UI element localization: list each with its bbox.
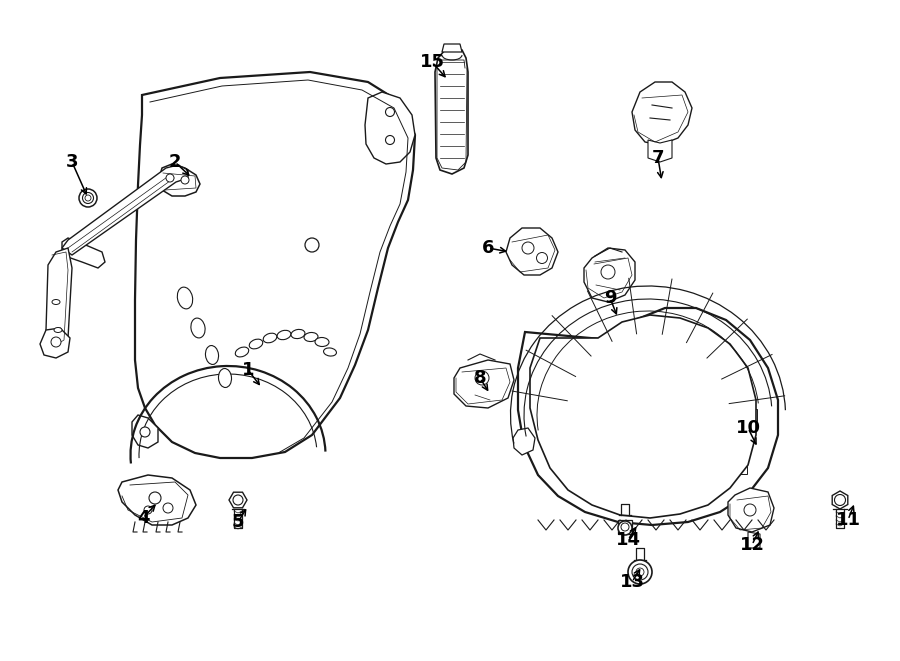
Polygon shape	[118, 475, 196, 525]
Polygon shape	[229, 492, 247, 508]
Text: 6: 6	[482, 239, 494, 257]
Polygon shape	[728, 488, 774, 532]
Ellipse shape	[277, 330, 291, 340]
Text: 14: 14	[616, 531, 641, 549]
Ellipse shape	[191, 318, 205, 338]
Circle shape	[144, 506, 152, 514]
Polygon shape	[158, 164, 200, 196]
Ellipse shape	[323, 348, 337, 356]
Ellipse shape	[263, 333, 277, 343]
Text: 12: 12	[740, 536, 764, 554]
Ellipse shape	[304, 332, 318, 342]
Circle shape	[140, 427, 150, 437]
Polygon shape	[743, 409, 757, 421]
Ellipse shape	[219, 369, 231, 387]
Circle shape	[834, 494, 845, 506]
Polygon shape	[584, 248, 635, 302]
Ellipse shape	[291, 329, 305, 338]
Polygon shape	[748, 532, 760, 548]
Polygon shape	[40, 328, 70, 358]
Polygon shape	[536, 404, 554, 420]
Polygon shape	[62, 238, 105, 268]
Text: 4: 4	[137, 509, 149, 527]
Ellipse shape	[52, 299, 60, 305]
Circle shape	[85, 195, 91, 201]
Polygon shape	[135, 72, 415, 458]
Polygon shape	[365, 92, 415, 164]
Circle shape	[83, 192, 94, 204]
Ellipse shape	[235, 347, 248, 357]
Text: 15: 15	[419, 53, 445, 71]
Polygon shape	[46, 248, 72, 348]
Circle shape	[385, 108, 394, 116]
Polygon shape	[442, 44, 462, 52]
Circle shape	[163, 503, 173, 513]
Polygon shape	[618, 520, 632, 534]
Text: 7: 7	[652, 149, 664, 167]
Circle shape	[79, 189, 97, 207]
Polygon shape	[506, 228, 558, 275]
Polygon shape	[533, 370, 551, 386]
Circle shape	[181, 176, 189, 184]
Polygon shape	[518, 308, 778, 525]
Circle shape	[601, 265, 615, 279]
Ellipse shape	[54, 327, 62, 332]
Polygon shape	[435, 50, 468, 174]
Circle shape	[51, 337, 61, 347]
Circle shape	[621, 523, 629, 531]
Circle shape	[628, 560, 652, 584]
Polygon shape	[648, 140, 672, 162]
Text: 9: 9	[604, 289, 617, 307]
Circle shape	[618, 521, 632, 535]
Polygon shape	[132, 415, 158, 448]
Text: 1: 1	[242, 361, 254, 379]
Circle shape	[522, 242, 534, 254]
Ellipse shape	[177, 287, 193, 309]
Circle shape	[166, 174, 174, 182]
Ellipse shape	[205, 346, 219, 364]
Circle shape	[536, 253, 547, 264]
Polygon shape	[62, 165, 188, 255]
Circle shape	[636, 568, 644, 576]
Circle shape	[385, 136, 394, 145]
Text: 5: 5	[232, 513, 244, 531]
Circle shape	[475, 371, 489, 385]
Text: 10: 10	[735, 419, 760, 437]
Polygon shape	[832, 491, 848, 509]
Polygon shape	[733, 462, 747, 474]
Circle shape	[305, 238, 319, 252]
Circle shape	[632, 564, 648, 580]
Ellipse shape	[315, 338, 329, 346]
Polygon shape	[454, 360, 514, 408]
Text: 2: 2	[169, 153, 181, 171]
Text: 3: 3	[66, 153, 78, 171]
Circle shape	[149, 492, 161, 504]
Polygon shape	[513, 428, 535, 455]
Text: 8: 8	[473, 369, 486, 387]
Circle shape	[744, 504, 756, 516]
Polygon shape	[632, 82, 692, 145]
Circle shape	[233, 495, 243, 505]
Ellipse shape	[249, 339, 263, 349]
Text: 13: 13	[619, 573, 644, 591]
Polygon shape	[530, 315, 756, 518]
Polygon shape	[628, 352, 642, 364]
Text: 11: 11	[835, 511, 860, 529]
